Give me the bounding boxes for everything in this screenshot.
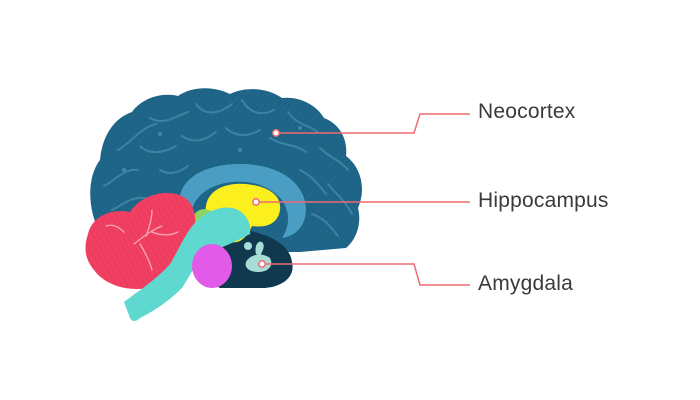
cerebellum-region: [85, 192, 196, 290]
neocortex-label: Neocortex: [478, 100, 576, 123]
neocortex-leader-dot: [272, 129, 280, 137]
hippocampus-leader-dot: [252, 198, 260, 206]
amygdala-leader-line: [262, 263, 470, 286]
hippocampus-label: Hippocampus: [478, 189, 609, 212]
amygdala-label: Amygdala: [478, 272, 573, 295]
thalamus-region: [192, 244, 232, 288]
leader-dots: [252, 129, 280, 268]
amygdala-leader-dot: [258, 260, 266, 268]
brainstem-region: [124, 207, 251, 321]
amygdala-stem: [255, 241, 264, 256]
amygdala-small-node: [244, 242, 252, 250]
leader-lines: [256, 113, 470, 286]
inner-band-region: [180, 164, 306, 238]
neocortex-leader-line: [276, 113, 470, 134]
